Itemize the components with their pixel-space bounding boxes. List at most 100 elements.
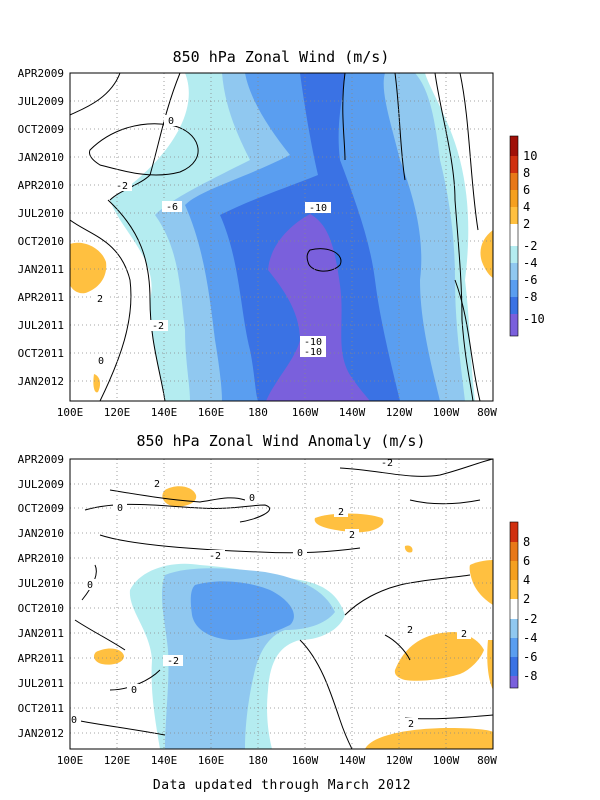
svg-text:-8: -8 [523,290,537,304]
svg-text:JUL2011: JUL2011 [18,677,64,690]
svg-text:80W: 80W [477,754,497,767]
svg-text:-4: -4 [523,631,537,645]
panel1-contour-label: -10 [304,347,322,358]
svg-text:JUL2009: JUL2009 [18,95,64,108]
svg-text:160W: 160W [292,406,319,419]
panel2-contour-label: -2 [209,551,221,562]
panel2-contour-label: 2 [349,530,355,541]
panel2-contour-label: 0 [87,580,93,591]
svg-text:140E: 140E [151,754,178,767]
panel1-band-pos2-small [93,374,101,393]
svg-text:140E: 140E [151,406,178,419]
svg-text:OCT2010: OCT2010 [18,235,64,248]
svg-text:-2: -2 [523,612,537,626]
svg-text:100E: 100E [57,754,84,767]
svg-text:-10: -10 [523,312,545,326]
svg-text:180: 180 [248,406,268,419]
panel2-title: 850 hPa Zonal Wind Anomaly (m/s) [137,432,426,450]
svg-text:APR2010: APR2010 [18,552,64,565]
panel1-contour-label: -2 [116,181,128,192]
panel1-contour-label: 2 [97,294,103,305]
svg-text:JUL2010: JUL2010 [18,577,64,590]
panel2-contour-label: 0 [297,548,303,559]
panel2-band-neg6 [190,581,294,640]
panel2-contour-label: 2 [338,507,344,518]
svg-text:160W: 160W [292,754,319,767]
svg-text:80W: 80W [477,406,497,419]
svg-text:OCT2011: OCT2011 [18,702,64,715]
svg-text:100W: 100W [433,406,460,419]
panel1-plot: -2 0 -6 -10 2 -2 0 -10 -10 [69,72,494,402]
panel1-contour-label: -10 [309,203,327,214]
svg-text:2: 2 [523,217,530,231]
svg-text:120W: 120W [386,754,413,767]
panel1-x-ticks: 100E 120E 140E 160E 180 160W 140W 120W 1… [57,406,498,419]
svg-text:APR2011: APR2011 [18,652,64,665]
svg-text:JUL2010: JUL2010 [18,207,64,220]
panel1-contour-label: -2 [152,321,164,332]
svg-text:100E: 100E [57,406,84,419]
svg-text:JAN2010: JAN2010 [18,151,64,164]
panel2-contour-label: 0 [71,715,77,726]
svg-text:APR2009: APR2009 [18,67,64,80]
svg-text:8: 8 [523,166,530,180]
panel2-x-ticks: 100E 120E 140E 160E 180 160W 140W 120W 1… [57,754,498,767]
panel1-grid [70,73,493,401]
svg-text:160E: 160E [198,754,225,767]
svg-text:140W: 140W [339,754,366,767]
svg-text:APR2009: APR2009 [18,453,64,466]
svg-text:8: 8 [523,535,530,549]
panel2-band-pos2-e [394,632,484,681]
panel1-band-pos2-east [480,230,493,278]
svg-text:OCT2009: OCT2009 [18,502,64,515]
svg-text:4: 4 [523,200,530,214]
svg-text:120E: 120E [104,406,131,419]
svg-text:-8: -8 [523,669,537,683]
svg-text:2: 2 [523,592,530,606]
svg-text:-4: -4 [523,256,537,270]
panel2-plot: 2 0 0 2 2 -2 0 0 2 2 -2 0 0 -2 2 [67,457,494,750]
panel1-contour-label: 0 [98,356,104,367]
panel1-contour-label: -10 [304,337,322,348]
svg-text:OCT2009: OCT2009 [18,123,64,136]
panel2-contour-label: 0 [249,493,255,504]
panel2-band-pos2-g [94,648,124,665]
panel1-y-ticks: APR2009 JUL2009 OCT2009 JAN2010 APR2010 … [18,67,64,388]
panel1-band-neg10 [266,214,370,401]
svg-text:JUL2009: JUL2009 [18,478,64,491]
svg-text:6: 6 [523,183,530,197]
panel2-contour-label: 0 [131,685,137,696]
svg-text:-6: -6 [523,650,537,664]
panel2-contour-label: 2 [408,719,414,730]
svg-text:JAN2011: JAN2011 [18,627,64,640]
panel2-contour-label: 2 [154,479,160,490]
svg-text:10: 10 [523,149,537,163]
svg-text:JAN2012: JAN2012 [18,375,64,388]
panel2-band-pos2-f [487,640,493,690]
panel2-y-ticks: APR2009 JUL2009 OCT2009 JAN2010 APR2010 … [18,453,64,740]
svg-text:APR2011: APR2011 [18,291,64,304]
svg-text:-2: -2 [523,239,537,253]
panel2-band-pos2-d [469,560,493,605]
panel1-contour-label: -6 [166,202,178,213]
panel1-colorbar: 10 8 6 4 2 -2 -4 -6 -8 -10 [509,135,545,337]
svg-text:JAN2011: JAN2011 [18,263,64,276]
svg-text:OCT2010: OCT2010 [18,602,64,615]
svg-text:120W: 120W [386,406,413,419]
svg-text:JAN2010: JAN2010 [18,527,64,540]
panel1-frame [69,72,494,402]
panel2-contour-label: 2 [461,629,467,640]
svg-text:140W: 140W [339,406,366,419]
svg-text:6: 6 [523,554,530,568]
svg-text:-6: -6 [523,273,537,287]
footer-note: Data updated through March 2012 [153,778,411,793]
panel2-colorbar: 8 6 4 2 -2 -4 -6 -8 [509,521,537,689]
svg-text:OCT2011: OCT2011 [18,347,64,360]
svg-text:180: 180 [248,754,268,767]
panel2-band-pos2-c [404,545,413,553]
svg-text:160E: 160E [198,406,225,419]
panel2-frame [69,458,494,750]
panel1-title: 850 hPa Zonal Wind (m/s) [173,48,390,66]
svg-text:120E: 120E [104,754,131,767]
